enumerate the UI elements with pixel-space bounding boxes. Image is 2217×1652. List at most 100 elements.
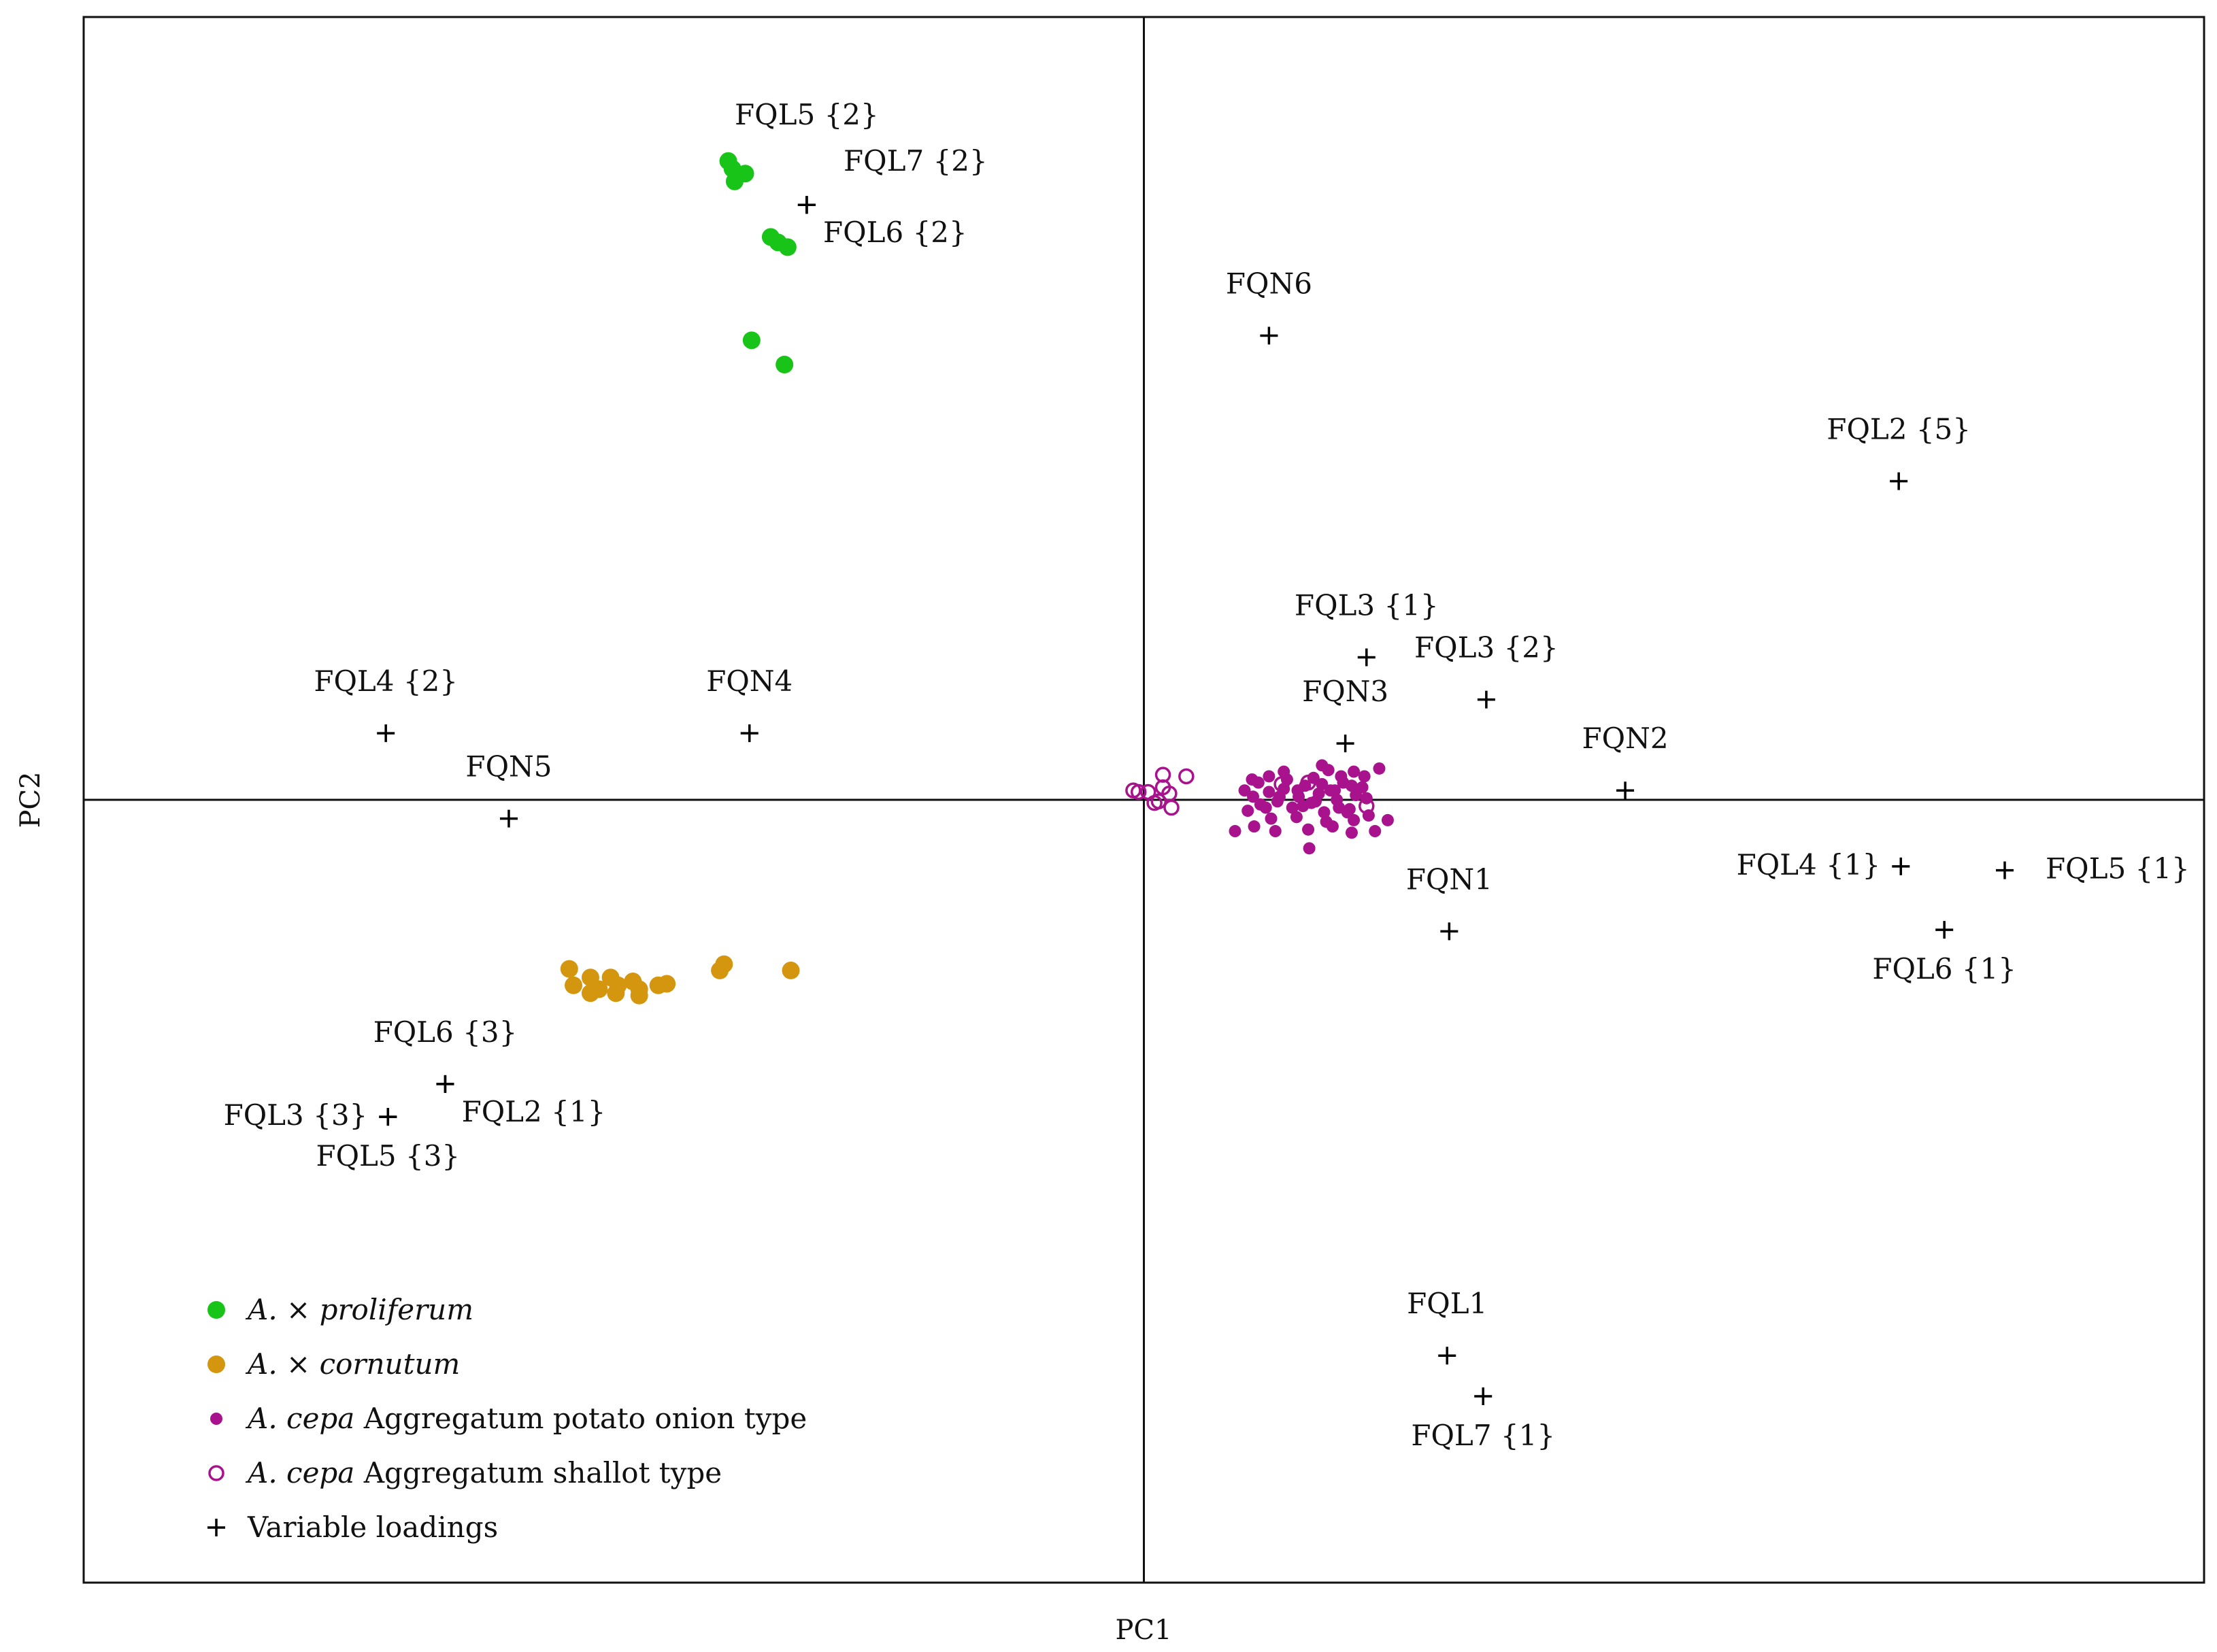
- loading-label: FQL4 {1}: [1737, 848, 1881, 881]
- data-point: [1163, 799, 1180, 816]
- loading-label: FQL5 {2}: [735, 98, 879, 131]
- series-layer: [560, 152, 1394, 1005]
- data-point: [778, 238, 797, 256]
- data-point: [1303, 842, 1316, 855]
- loading-marker: [379, 1108, 397, 1126]
- data-point: [1269, 825, 1282, 838]
- loading-marker: [797, 196, 816, 214]
- loading-label: FQN2: [1582, 722, 1669, 755]
- data-point: [782, 961, 800, 979]
- loading-label: FQL2 {1}: [462, 1095, 606, 1128]
- data-point: [658, 975, 676, 993]
- loading-marker: [1890, 472, 1908, 490]
- data-point: [1259, 801, 1272, 814]
- data-point: [776, 356, 794, 374]
- data-point: [1302, 823, 1315, 836]
- loading-label: FQN4: [706, 664, 793, 698]
- data-point: [1345, 826, 1358, 839]
- data-point: [1130, 783, 1147, 800]
- data-point: [1300, 774, 1316, 791]
- data-point: [1248, 820, 1261, 833]
- loading-label: FQN6: [1226, 267, 1312, 300]
- x-axis-label: PC1: [1116, 1615, 1172, 1646]
- legend-label: A. cepa Aggregatum potato onion type: [245, 1402, 807, 1435]
- data-point: [1348, 765, 1361, 778]
- data-point: [1341, 806, 1354, 819]
- loading-marker: [1996, 861, 2014, 879]
- loading-marker: [1892, 857, 1910, 875]
- loading-label: FQL5 {1}: [2046, 852, 2190, 886]
- data-point: [1381, 813, 1394, 826]
- data-point: [1291, 784, 1304, 797]
- plus-icon: [207, 1519, 225, 1536]
- data-point: [1316, 777, 1329, 790]
- data-point: [725, 172, 744, 190]
- data-point: [1263, 786, 1276, 798]
- loading-marker: [377, 724, 395, 743]
- loading-label: FQN3: [1302, 675, 1388, 708]
- loading-label: FQL1: [1407, 1287, 1487, 1320]
- loading-marker: [1438, 1347, 1456, 1365]
- legend-marker: [207, 1355, 225, 1373]
- series-0: [719, 152, 797, 374]
- data-point: [1326, 820, 1339, 833]
- data-point: [1278, 765, 1290, 778]
- loading-marker: [1260, 326, 1278, 345]
- data-point: [1373, 762, 1386, 775]
- data-point: [1369, 825, 1382, 838]
- loadings-layer: FQL5 {2} FQL7 {2} FQL6 {2} FQN6 FQL2 {5} FQL3…: [224, 98, 2190, 1452]
- data-point: [1263, 770, 1276, 783]
- loading-label: FQL6 {2}: [823, 216, 967, 249]
- data-point: [1247, 790, 1260, 803]
- loading-label: FQL7 {2}: [844, 144, 988, 178]
- data-point: [1316, 759, 1329, 772]
- data-point: [1229, 825, 1241, 838]
- data-point: [581, 984, 599, 1002]
- loading-marker: [1474, 1387, 1493, 1406]
- data-point: [1362, 809, 1375, 822]
- data-point: [565, 976, 583, 994]
- data-point: [1246, 773, 1258, 786]
- data-point: [1146, 794, 1163, 811]
- loading-label: FQL6 {3}: [373, 1015, 518, 1049]
- data-point: [1345, 779, 1358, 792]
- data-point: [1238, 784, 1251, 797]
- data-point: [1297, 800, 1310, 813]
- legend: A. × proliferum A. × cornutum A. cepa Aggr…: [207, 1293, 807, 1544]
- data-point: [1265, 812, 1278, 825]
- data-point: [630, 986, 648, 1005]
- legend-marker: [208, 1465, 224, 1481]
- data-point: [1286, 801, 1299, 814]
- legend-marker: [210, 1413, 222, 1425]
- data-point: [1273, 790, 1286, 803]
- data-point: [1178, 768, 1195, 785]
- loading-label: FQL3 {3}: [224, 1098, 368, 1132]
- loading-marker: [1616, 781, 1635, 800]
- y-axis-label: PC2: [15, 772, 46, 828]
- series-3: [1125, 766, 1375, 816]
- loading-label: FQL3 {1}: [1295, 589, 1439, 622]
- loading-label: FQL2 {5}: [1827, 413, 1971, 446]
- data-point: [1329, 784, 1341, 797]
- loading-label: FQL6 {1}: [1872, 952, 2016, 985]
- data-point: [560, 960, 578, 978]
- data-point: [1290, 811, 1303, 824]
- data-point: [1358, 798, 1375, 814]
- legend-label: A. cepa Aggregatum shallot type: [245, 1456, 722, 1489]
- data-point: [1273, 776, 1290, 792]
- data-point: [1241, 805, 1254, 817]
- series-2: [1229, 759, 1394, 855]
- loading-marker: [1336, 735, 1354, 753]
- loading-marker: [740, 724, 759, 743]
- legend-label: A. × cornutum: [245, 1347, 460, 1381]
- data-point: [1309, 795, 1322, 808]
- data-point: [607, 984, 625, 1002]
- loading-label: FQL3 {2}: [1414, 631, 1558, 664]
- data-point: [1318, 806, 1331, 819]
- loading-marker: [1935, 921, 1954, 939]
- legend-label: Variable loadings: [247, 1511, 498, 1544]
- legend-marker: [207, 1301, 225, 1319]
- data-point: [1358, 770, 1371, 783]
- loading-label: FQN5: [465, 750, 552, 783]
- loading-label: FQN1: [1406, 862, 1493, 896]
